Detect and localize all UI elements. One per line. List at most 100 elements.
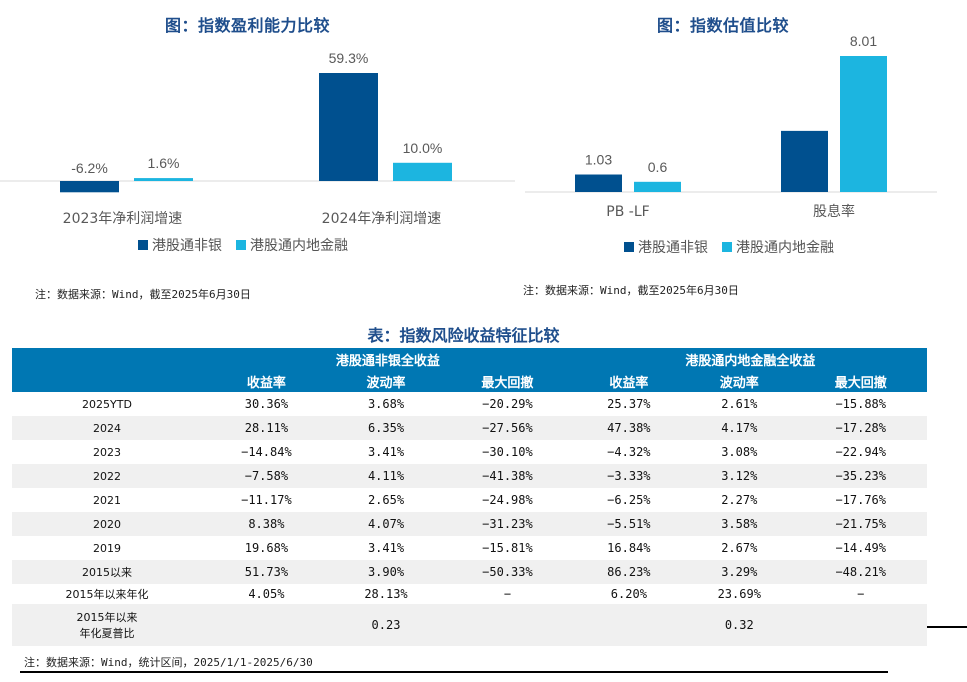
table-cell: 2.65%: [367, 493, 405, 507]
chart1-plot: -6.2% 1.6% 2023年净利润增速 59.3% 10.0% 2024年净利润增速: [0, 50, 515, 227]
table-cell: [441, 604, 574, 646]
table-cell: 8.38%: [202, 512, 331, 536]
data-label: -6.2%: [71, 160, 108, 176]
table-cell: [573, 604, 685, 646]
table-cell: −6.25%: [607, 493, 651, 507]
table-cell: −15.88%: [835, 397, 887, 411]
table-row: 2019 19.68% 3.41% −15.81% 16.84% 2.67% −14.49%: [12, 536, 927, 560]
legend-label: 港股通非银: [152, 238, 222, 254]
risk-return-table: 港股通非银全收益 港股通内地金融全收益 收益率 波动率 最大回撤 收益率 波动率…: [12, 348, 927, 646]
chart1-legend: 港股通非银 港股通内地金融: [138, 235, 358, 255]
table-cell: 86.23%: [573, 560, 685, 584]
bottom-rule: [20, 671, 888, 673]
legend-label: 港股通内地金融: [250, 238, 348, 254]
table-cell: 47.38%: [573, 416, 685, 440]
table-cell: −22.94%: [835, 445, 887, 459]
table-cell: 6.20%: [610, 587, 647, 601]
table-cell: 6.35%: [330, 416, 442, 440]
bar-2-2: [393, 162, 452, 181]
table-row: 2015年以来年化 4.05% 28.13% − 6.20% 23.69% −: [12, 584, 927, 604]
row-label: 2023: [93, 445, 121, 459]
table-row: 2025YTD 30.36% 3.68% −20.29% 25.37% 2.61% −15.…: [12, 392, 927, 416]
table-cell: −27.56%: [441, 416, 574, 440]
table-cell: −: [503, 587, 512, 601]
table-cell: 28.11%: [202, 416, 331, 440]
legend-label: 港股通内地金融: [736, 240, 834, 256]
table-cell: 0.32: [684, 604, 795, 646]
bar-1-1: [575, 174, 622, 192]
legend-swatch-series1: [624, 242, 634, 252]
row-label: 2025YTD: [82, 397, 132, 411]
legend-swatch-series2: [722, 242, 732, 252]
chart2-plot: 1.03 0.6 PB -LF 8.01 股息率: [525, 33, 937, 220]
table-cell: −35.23%: [794, 464, 927, 488]
chart1-title: 图：指数盈利能力比较: [165, 16, 331, 35]
table-cell: −15.81%: [482, 541, 533, 555]
table-cell: 16.84%: [607, 541, 651, 555]
bar-2-1: [134, 178, 193, 181]
group-header-empty: [12, 348, 202, 370]
table-cell: 4.11%: [330, 464, 442, 488]
table-title: 表：指数风险收益特征比较: [367, 326, 560, 345]
bar-2-1: [634, 181, 681, 192]
column-header: [12, 370, 202, 392]
column-header: 波动率: [330, 370, 442, 392]
table-cell: 4.17%: [684, 416, 795, 440]
table-row: 2020 8.38% 4.07% −31.23% −5.51% 3.58% −21.75%: [12, 512, 927, 536]
column-header: 最大回撤: [794, 370, 927, 392]
table-cell: −20.29%: [482, 397, 533, 411]
legend-item-series2: 港股通内地金融: [236, 235, 348, 255]
row-label: 2015以来: [12, 560, 202, 584]
table-cell: −41.38%: [441, 464, 574, 488]
table-cell: 3.41%: [367, 541, 405, 555]
table-cell: 3.08%: [721, 445, 758, 459]
table-row: 2024 28.11% 6.35% −27.56% 47.38% 4.17% −17.28%: [12, 416, 927, 440]
table-cell: 19.68%: [244, 541, 289, 555]
column-header: 收益率: [202, 370, 331, 392]
table-cell: −7.58%: [202, 464, 331, 488]
chart2-note: 注：数据来源：Wind，截至2025年6月30日: [523, 284, 739, 297]
bar-2-2: [840, 56, 887, 192]
data-label: 0.6: [648, 159, 668, 175]
category-label: PB -LF: [606, 204, 649, 220]
table-cell: 28.13%: [364, 587, 408, 601]
table-cell: 25.37%: [607, 397, 651, 411]
table-cell: −11.17%: [241, 493, 292, 507]
column-header: 最大回撤: [441, 370, 574, 392]
chart2-title: 图：指数估值比较: [657, 16, 790, 35]
group-header-mainland-finance: 港股通内地金融全收益: [573, 348, 927, 370]
table-cell: 2.61%: [721, 397, 758, 411]
table-cell: −30.10%: [482, 445, 533, 459]
chart2-legend: 港股通非银 港股通内地金融: [624, 237, 844, 257]
table-cell: −21.75%: [794, 512, 927, 536]
table-cell: −14.84%: [241, 445, 292, 459]
table-cell: 3.68%: [367, 397, 405, 411]
column-header: 收益率: [573, 370, 685, 392]
table-note: 注：数据来源：Wind，统计区间，2025/1/1-2025/6/30: [24, 656, 313, 669]
category-label: 股息率: [813, 203, 855, 220]
row-label: 2024: [12, 416, 202, 440]
row-label: 2020: [12, 512, 202, 536]
table-cell: −17.76%: [835, 493, 887, 507]
table-cell: 51.73%: [202, 560, 331, 584]
data-label: 1.03: [585, 152, 612, 168]
table-cell: −50.33%: [441, 560, 574, 584]
row-label: 2015年以来年化: [65, 588, 149, 601]
table-cell: 0.23: [330, 604, 442, 646]
row-label: 2015年以来 年化夏普比: [12, 604, 202, 646]
row-label: 2019: [93, 541, 121, 555]
data-label: 59.3%: [329, 50, 369, 66]
table-cell: 3.90%: [330, 560, 442, 584]
table-row: 2022 −7.58% 4.11% −41.38% −3.33% 3.12% −35.23%: [12, 464, 927, 488]
table-cell: 4.05%: [248, 587, 285, 601]
group-header-nonbank: 港股通非银全收益: [202, 348, 574, 370]
row-label: 2021: [93, 493, 121, 507]
table-cell: 2.27%: [721, 493, 758, 507]
table-cell: 3.12%: [684, 464, 795, 488]
category-label: 2023年净利润增速: [63, 211, 183, 227]
row-label: 2022: [12, 464, 202, 488]
legend-swatch-series2: [236, 240, 246, 250]
table-row: 2021 −11.17% 2.65% −24.98% −6.25% 2.27% −17.76…: [12, 488, 927, 512]
data-label: 1.6%: [148, 155, 180, 171]
table-cell: 3.29%: [684, 560, 795, 584]
